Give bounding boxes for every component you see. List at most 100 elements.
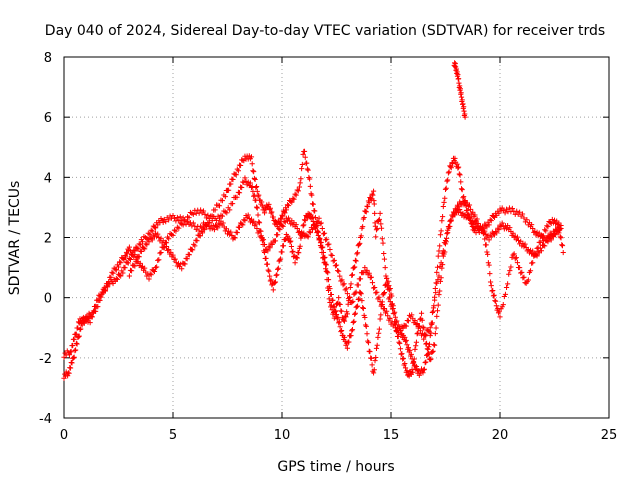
- y-tick-label: 8: [44, 51, 52, 66]
- data-point: [371, 367, 377, 373]
- data-point: [429, 349, 436, 355]
- data-point: [474, 216, 480, 222]
- data-point: [272, 238, 279, 244]
- data-point: [423, 332, 429, 338]
- data-point: [83, 318, 89, 324]
- data-point: [434, 280, 440, 286]
- data-point: [412, 317, 418, 324]
- data-point: [97, 293, 103, 299]
- data-point: [428, 320, 434, 326]
- data-point: [442, 195, 448, 201]
- data-point: [251, 193, 257, 199]
- data-point: [235, 168, 241, 174]
- data-point: [387, 315, 393, 322]
- data-point: [446, 225, 452, 231]
- data-point: [251, 175, 257, 182]
- data-point: [173, 228, 179, 234]
- data-point: [267, 206, 273, 212]
- data-point: [493, 303, 499, 309]
- data-point: [378, 225, 385, 231]
- data-point: [116, 259, 123, 265]
- data-point: [436, 248, 442, 254]
- data-point: [199, 230, 206, 236]
- data-point: [558, 235, 564, 241]
- data-point: [413, 363, 420, 370]
- data-point: [202, 211, 208, 218]
- data-point: [314, 218, 320, 224]
- data-point: [506, 205, 513, 211]
- data-point: [488, 218, 494, 224]
- data-point: [306, 229, 312, 235]
- data-point: [250, 188, 256, 194]
- data-point: [259, 238, 265, 244]
- data-point: [341, 318, 348, 324]
- data-point: [309, 214, 316, 220]
- data-point: [376, 326, 382, 332]
- data-point: [232, 235, 238, 241]
- data-point: [336, 320, 342, 326]
- data-point: [109, 269, 115, 275]
- data-point: [502, 210, 508, 216]
- data-point: [338, 278, 344, 284]
- data-point: [247, 180, 253, 186]
- data-point: [257, 234, 263, 240]
- data-point: [407, 347, 413, 354]
- data-point: [256, 220, 263, 226]
- data-point: [180, 222, 186, 228]
- data-point: [444, 178, 450, 184]
- data-point: [325, 242, 331, 248]
- data-point: [326, 296, 332, 302]
- data-point: [509, 205, 515, 212]
- data-point: [177, 214, 183, 220]
- data-point: [323, 262, 329, 268]
- data-point: [156, 257, 162, 263]
- data-point: [514, 208, 520, 214]
- data-point: [457, 83, 463, 89]
- data-point: [423, 359, 429, 365]
- data-point: [324, 236, 330, 242]
- data-point: [356, 296, 362, 302]
- data-point: [297, 180, 303, 186]
- data-point: [239, 221, 245, 227]
- data-point: [255, 193, 261, 199]
- data-point: [352, 264, 358, 270]
- data-point: [251, 218, 257, 224]
- data-point: [500, 301, 506, 308]
- data-point: [73, 347, 79, 353]
- data-point: [157, 250, 163, 256]
- data-point: [502, 291, 509, 297]
- data-point: [230, 176, 236, 183]
- data-point: [487, 279, 494, 285]
- data-point: [245, 212, 251, 218]
- data-point: [327, 246, 333, 253]
- data-point: [358, 233, 364, 239]
- data-point: [557, 234, 563, 240]
- data-point: [506, 271, 512, 277]
- data-point: [371, 201, 377, 207]
- data-point: [359, 298, 365, 304]
- data-point: [234, 194, 240, 200]
- data-point: [554, 228, 560, 234]
- data-point: [336, 319, 343, 325]
- data-point: [317, 235, 323, 241]
- data-point: [293, 192, 299, 198]
- data-point: [352, 311, 358, 317]
- data-point: [73, 331, 79, 337]
- data-point: [69, 360, 75, 366]
- data-point: [259, 199, 265, 205]
- data-point: [337, 273, 343, 279]
- data-point: [503, 284, 510, 291]
- data-point: [435, 253, 441, 259]
- data-series-trace-a: [61, 148, 564, 378]
- data-point: [98, 294, 104, 300]
- data-point: [302, 218, 308, 224]
- data-point: [417, 328, 424, 334]
- data-point: [353, 289, 359, 295]
- data-point: [176, 225, 182, 231]
- data-point: [71, 354, 77, 360]
- data-point: [559, 243, 566, 249]
- data-point: [166, 236, 172, 242]
- data-point: [241, 217, 247, 223]
- data-point: [432, 294, 438, 300]
